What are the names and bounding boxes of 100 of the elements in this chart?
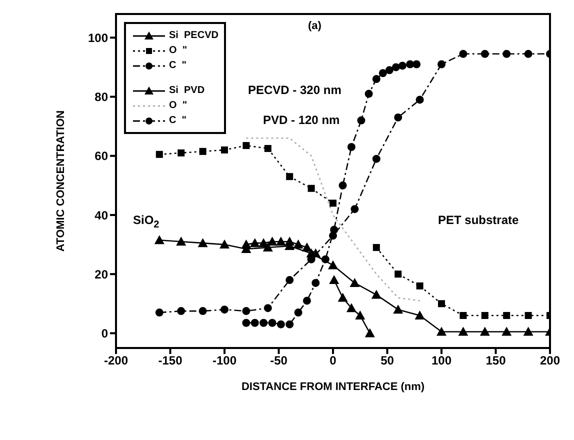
point [480,50,489,58]
point [198,307,207,316]
point [414,310,425,320]
point [321,255,330,264]
point [524,50,532,58]
point [293,240,304,249]
point [346,303,356,312]
point [347,143,356,152]
point [412,60,421,68]
x-axis-title: DISTANCE FROM INTERFACE (nm) [241,381,425,393]
point [241,240,252,249]
y-tick-label: 60 [94,149,108,164]
annotation: PET substrate [438,213,519,227]
point [357,116,366,124]
point [276,320,285,328]
point [372,244,380,252]
point [250,318,259,327]
point [156,150,163,158]
point [385,66,394,74]
point [330,226,338,234]
x-tick-label: 150 [486,354,506,368]
point [394,270,402,278]
point [242,318,250,327]
point [481,312,488,319]
x-tick-label: 200 [540,354,560,368]
point [294,308,302,317]
legend-label: Si PECVD [169,30,218,41]
point [286,173,294,180]
text: (a) [308,20,322,32]
point [302,296,311,305]
point [502,326,512,336]
point [154,235,164,244]
point [242,307,250,316]
legend-label: Si PVD [169,85,205,96]
point [392,63,400,72]
point [176,236,186,246]
point [416,282,424,290]
annotation: SiO$_{2}$ [133,213,160,230]
point [398,62,406,70]
y-axis-title: ATOMIC CONCENTRATION [54,110,67,252]
x-tick-label: 100 [431,354,452,368]
point [364,90,373,98]
point [460,312,467,319]
x-tick-label: -100 [212,354,237,368]
x-tick-label: -200 [104,354,128,368]
point [220,306,228,314]
y-tick-label: 20 [94,267,108,282]
point [302,242,312,252]
point [199,148,206,155]
point [308,184,315,192]
point [221,146,228,154]
point [371,290,382,299]
point [330,200,336,207]
point [264,144,272,152]
legend-label: O " [169,100,188,111]
point [372,154,380,163]
x-tick-label: 0 [330,354,337,368]
point [260,318,268,327]
legend-label: C " [169,60,187,71]
legend-label: C " [169,115,187,126]
legend-label: O " [169,45,188,56]
y-tick-label: 100 [88,30,108,45]
point [284,236,295,246]
x-tick-label: -150 [158,354,183,368]
point [394,113,402,122]
point [503,312,510,319]
point [242,142,250,150]
y-tick-label: 80 [94,90,108,104]
point [355,310,366,320]
point [178,149,185,156]
y-tick-label: 40 [94,208,108,222]
y-tick-label: 0 [101,326,108,340]
point [155,308,164,317]
annotation: PECVD - 320 nm [248,83,342,97]
point [198,238,208,248]
point [268,318,276,327]
point [220,240,230,249]
point [438,300,445,308]
point [350,278,360,287]
point [459,50,468,58]
point [438,60,446,68]
point [364,328,375,338]
point [329,275,340,284]
point [286,320,294,328]
point [286,276,294,284]
point [177,307,186,316]
point [338,181,347,190]
point [524,312,532,319]
point [378,69,387,78]
point [264,304,272,312]
point [436,326,446,336]
point [338,292,348,302]
point [350,205,359,214]
line-series [246,137,420,302]
point [250,238,260,248]
point [523,326,534,336]
point [276,236,286,246]
point [328,260,338,270]
point [458,326,468,336]
point [312,278,320,287]
